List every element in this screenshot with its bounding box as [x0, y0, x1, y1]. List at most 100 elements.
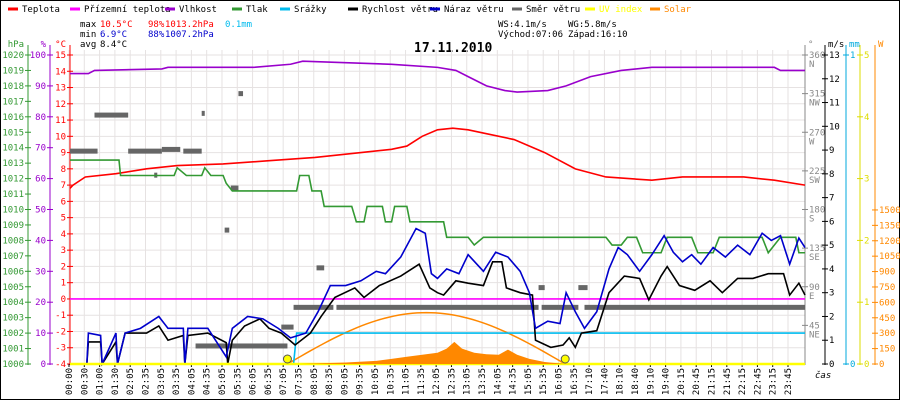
stat-avg-label: avg — [80, 40, 96, 50]
temperature-tick-label: 13 — [55, 84, 66, 94]
pressure-tick-label: 1004 — [2, 298, 24, 308]
temperature-axis-unit: °C — [55, 40, 66, 50]
wind-tick-label: 13 — [829, 51, 840, 61]
legend-item: Směr větru — [526, 5, 580, 15]
wind-direction-mark — [70, 148, 98, 154]
x-tick-label: 12:05 — [432, 368, 442, 395]
sun-marker-icon — [560, 354, 570, 364]
wind-tick-label: 10 — [829, 122, 840, 132]
wind-tick-label: 3 — [829, 289, 834, 299]
wind-tick-label: 0 — [829, 360, 834, 370]
solar-tick-label: 1200 — [879, 237, 900, 247]
x-tick-label: 19:40 — [662, 368, 672, 395]
stat-min-temp: 6.9°C — [100, 30, 127, 40]
chart-title: 17.11.2010 — [414, 41, 492, 56]
x-tick-label: 11:35 — [417, 368, 427, 395]
legend-item: Teplota — [22, 5, 60, 15]
humidity-tick-label: 30 — [35, 267, 46, 277]
x-tick-label: 13:05 — [463, 368, 473, 395]
x-tick-label: 02:35 — [141, 368, 151, 395]
x-tick-label: 02:05 — [126, 368, 136, 395]
temperature-tick-label: 9 — [61, 149, 66, 159]
pressure-tick-label: 1008 — [2, 236, 24, 246]
uv-tick-label: 1 — [864, 298, 869, 308]
legend-item: Rychlost větru — [362, 5, 438, 15]
pressure-tick-label: 1006 — [2, 267, 24, 277]
x-tick-label: 21:15 — [708, 368, 718, 395]
direction-compass-label: NE — [809, 330, 820, 340]
pressure-tick-label: 1005 — [2, 283, 24, 293]
x-tick-label: 10:35 — [386, 368, 396, 395]
wind-tick-label: 4 — [829, 265, 834, 275]
direction-axis-unit: ° — [808, 40, 813, 50]
humidity-tick-label: 80 — [35, 113, 46, 123]
x-tick-label: 00:30 — [80, 368, 90, 395]
solar-series — [299, 341, 570, 364]
x-tick-label: 16:05 — [555, 368, 565, 395]
x-tick-label: 08:05 — [310, 368, 320, 395]
x-tick-label: 23:45 — [784, 368, 794, 395]
temperature-tick-label: 12 — [55, 100, 66, 110]
x-tick-label: 15:05 — [524, 368, 534, 395]
uv-tick-label: 3 — [864, 175, 869, 185]
direction-compass-label: N — [809, 60, 814, 70]
pressure-tick-label: 1012 — [2, 175, 24, 185]
temperature-tick-label: 1 — [61, 279, 66, 289]
wind-direction-mark — [238, 91, 244, 97]
stat-max-rain: 0.1mm — [225, 20, 252, 30]
temperature-tick-label: -1 — [55, 311, 66, 321]
x-tick-label: 23:15 — [769, 368, 779, 395]
rain-axis-unit: mm — [849, 40, 860, 50]
temperature-tick-label: 6 — [61, 197, 66, 207]
temperature-tick-label: 15 — [55, 51, 66, 61]
x-tick-label: 11:05 — [402, 368, 412, 395]
solar-tick-label: 150 — [879, 345, 895, 355]
pressure-tick-label: 1015 — [2, 128, 24, 138]
wind-tick-label: 2 — [829, 312, 834, 322]
stat-min-hum: 88% — [148, 30, 165, 40]
teplota-series — [69, 127, 806, 189]
x-tick-label: 04:35 — [203, 368, 213, 395]
pressure-tick-label: 1019 — [2, 66, 24, 76]
wind-direction-mark — [183, 148, 202, 154]
direction-tick-label: 135 — [809, 244, 825, 254]
stat-avg-temp: 8.4°C — [100, 40, 127, 50]
x-tick-label: 09:35 — [356, 368, 366, 395]
wind-tick-label: 6 — [829, 217, 834, 227]
stat-sunset: Západ:16:10 — [568, 30, 628, 40]
solar-tick-label: 900 — [879, 268, 895, 278]
wind-direction-mark — [316, 265, 325, 271]
humidity-axis-unit: % — [41, 40, 47, 50]
solar-tick-label: 1050 — [879, 252, 900, 262]
humidity-tick-label: 50 — [35, 206, 46, 216]
wind-direction-mark — [538, 285, 545, 291]
x-tick-label: 19:10 — [646, 368, 656, 395]
direction-compass-label: SW — [809, 176, 820, 186]
stat-min-label: min — [80, 30, 96, 40]
uv-tick-label: 4 — [864, 113, 869, 123]
x-tick-label: 10:05 — [371, 368, 381, 395]
humidity-tick-label: 40 — [35, 236, 46, 246]
legend-item: Srážky — [294, 5, 327, 15]
temperature-tick-label: 14 — [55, 67, 66, 77]
solar-tick-label: 1500 — [879, 206, 900, 216]
x-tick-label: 06:35 — [264, 368, 274, 395]
pressure-tick-label: 1011 — [2, 190, 24, 200]
temperature-tick-label: -3 — [55, 344, 66, 354]
series-marks — [69, 60, 806, 367]
legend-item: Solar — [664, 5, 692, 15]
direction-tick-label: 270 — [809, 128, 825, 138]
wind-direction-mark — [94, 112, 129, 118]
direction-tick-label: 90 — [809, 283, 820, 293]
direction-tick-label: 180 — [809, 206, 825, 216]
temperature-tick-label: 10 — [55, 132, 66, 142]
wind-tick-label: 5 — [829, 241, 834, 251]
x-tick-label: 17:40 — [600, 368, 610, 395]
x-tick-label: 22:45 — [753, 368, 763, 395]
legend-item: UV index — [599, 5, 643, 15]
vlhkost-series — [70, 60, 805, 93]
stat-max-temp: 10.5°C — [100, 20, 133, 30]
x-tick-label: 01:30 — [111, 368, 121, 395]
